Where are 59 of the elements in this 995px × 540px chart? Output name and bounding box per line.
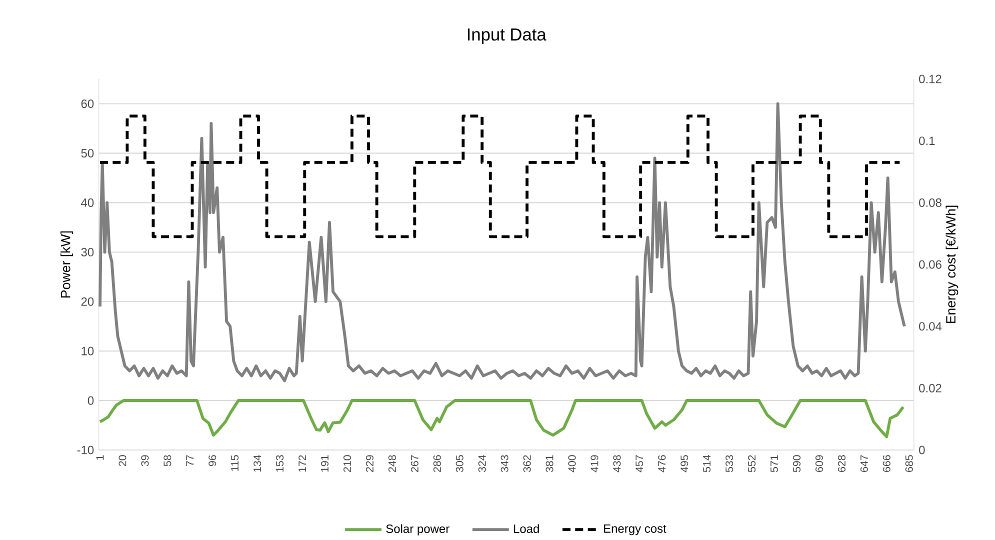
- y-tick-label: 50: [81, 148, 94, 158]
- x-tick-label: 628: [838, 455, 846, 472]
- x-tick-label: 58: [164, 455, 172, 466]
- x-tick-label: 533: [726, 455, 734, 472]
- y-tick-label: -10: [77, 446, 94, 454]
- y-tick-label: 60: [81, 99, 94, 108]
- y-tick-label: 20: [81, 297, 94, 306]
- x-tick-label: 343: [500, 455, 508, 472]
- x-tick-label: 96: [208, 455, 216, 466]
- y2-tick-label: 0.02: [919, 384, 942, 392]
- line-series: [98, 398, 905, 438]
- y2-tick-label: 0.06: [919, 260, 942, 269]
- x-tick-label: 172: [298, 455, 306, 472]
- x-tick-label: 229: [366, 455, 374, 472]
- legend-label: Load: [514, 524, 539, 533]
- x-tick-label: 571: [770, 455, 778, 472]
- y-tick-label: 0: [88, 396, 94, 405]
- x-tick-label: 191: [320, 455, 329, 472]
- x-tick-label: 685: [905, 455, 913, 472]
- x-tick-label: 419: [590, 455, 598, 472]
- y2-tick-label: 0: [919, 446, 925, 454]
- y2-axis-title: Energy cost [€/kWh]: [946, 206, 958, 323]
- x-tick-label: 457: [636, 455, 644, 472]
- y-tick-label: 30: [81, 248, 94, 256]
- x-tick-label: 438: [613, 455, 621, 472]
- x-tick-label: 286: [433, 455, 441, 472]
- legend-label: Solar power: [386, 524, 450, 536]
- x-tick-label: 609: [815, 455, 824, 472]
- x-tick-label: 476: [658, 455, 666, 472]
- y-axis-title: Power [kW]: [60, 231, 73, 298]
- chart-title: Input Data: [468, 28, 546, 44]
- x-tick-label: 324: [478, 454, 486, 472]
- x-tick-label: 552: [748, 455, 756, 472]
- x-tick-label: 39: [141, 455, 149, 466]
- x-tick-label: 305: [456, 455, 464, 472]
- x-tick-label: 400: [568, 454, 576, 472]
- x-tick-label: 514: [703, 454, 711, 472]
- x-tick-label: 362: [523, 455, 531, 472]
- y2-tick-label: 0.08: [919, 198, 942, 207]
- x-tick-label: 495: [680, 455, 688, 472]
- x-tick-label: 77: [186, 455, 194, 466]
- y2-tick-label: 0.04: [919, 322, 942, 330]
- x-tick-label: 1: [96, 455, 104, 460]
- x-tick-label: 115: [231, 455, 239, 471]
- x-tick-label: 210: [343, 454, 352, 472]
- x-tick-label: 248: [388, 455, 396, 472]
- legend-label: Energy cost: [604, 524, 666, 536]
- x-tick-label: 153: [276, 455, 284, 472]
- y-tick-label: 10: [82, 346, 94, 356]
- x-tick-label: 267: [410, 455, 418, 472]
- x-tick-label: 381: [546, 455, 554, 472]
- x-tick-label: 134: [254, 454, 262, 472]
- x-tick-label: 647: [860, 455, 868, 472]
- y2-tick-label: 0.12: [919, 74, 942, 84]
- x-tick-label: 590: [792, 454, 801, 472]
- x-tick-label: 666: [882, 455, 890, 472]
- x-tick-label: 20: [118, 454, 126, 466]
- y2-tick-label: 0.1: [919, 136, 935, 145]
- y-tick-label: 40: [81, 198, 94, 207]
